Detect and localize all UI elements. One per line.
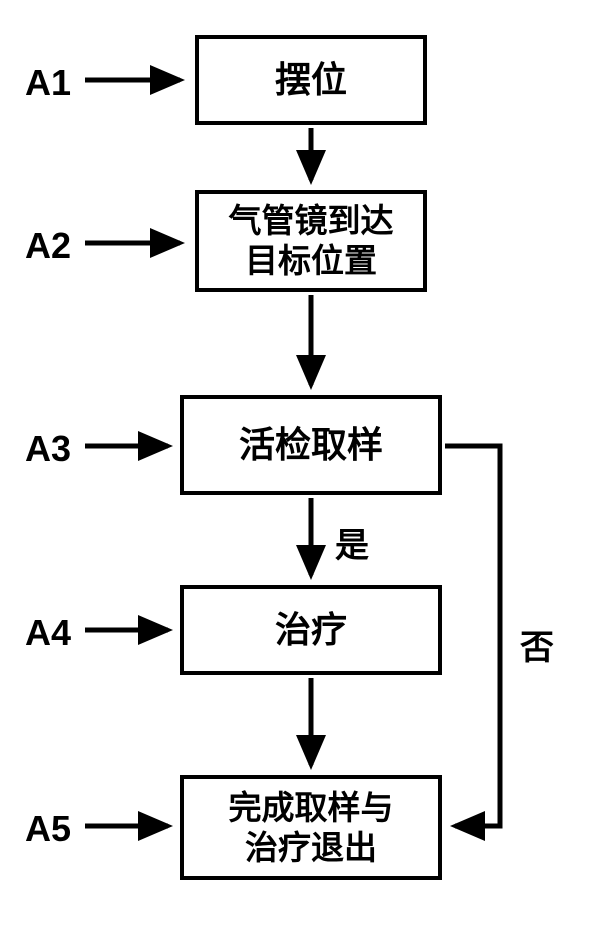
label-A3: A3 — [25, 428, 71, 470]
node-label: 完成取样与治疗退出 — [229, 788, 394, 867]
node-label: 气管镜到达目标位置 — [229, 201, 394, 280]
node-n3: 活检取样 — [180, 395, 442, 495]
label-A1: A1 — [25, 62, 71, 104]
label-A2: A2 — [25, 225, 71, 267]
node-label: 摆位 — [275, 58, 347, 101]
node-label: 活检取样 — [239, 423, 383, 466]
node-n4: 治疗 — [180, 585, 442, 675]
edge-label: 否 — [520, 620, 554, 669]
node-n5: 完成取样与治疗退出 — [180, 775, 442, 880]
node-label: 治疗 — [275, 608, 347, 651]
flowchart-container: 摆位气管镜到达目标位置活检取样治疗完成取样与治疗退出 A1 A2 A3 A4 A5 是否 — [0, 0, 611, 925]
node-n2: 气管镜到达目标位置 — [195, 190, 427, 292]
node-n1: 摆位 — [195, 35, 427, 125]
edge-label: 是 — [335, 518, 369, 567]
label-A5: A5 — [25, 808, 71, 850]
edge-n3-n5-no — [445, 446, 500, 826]
label-A4: A4 — [25, 612, 71, 654]
